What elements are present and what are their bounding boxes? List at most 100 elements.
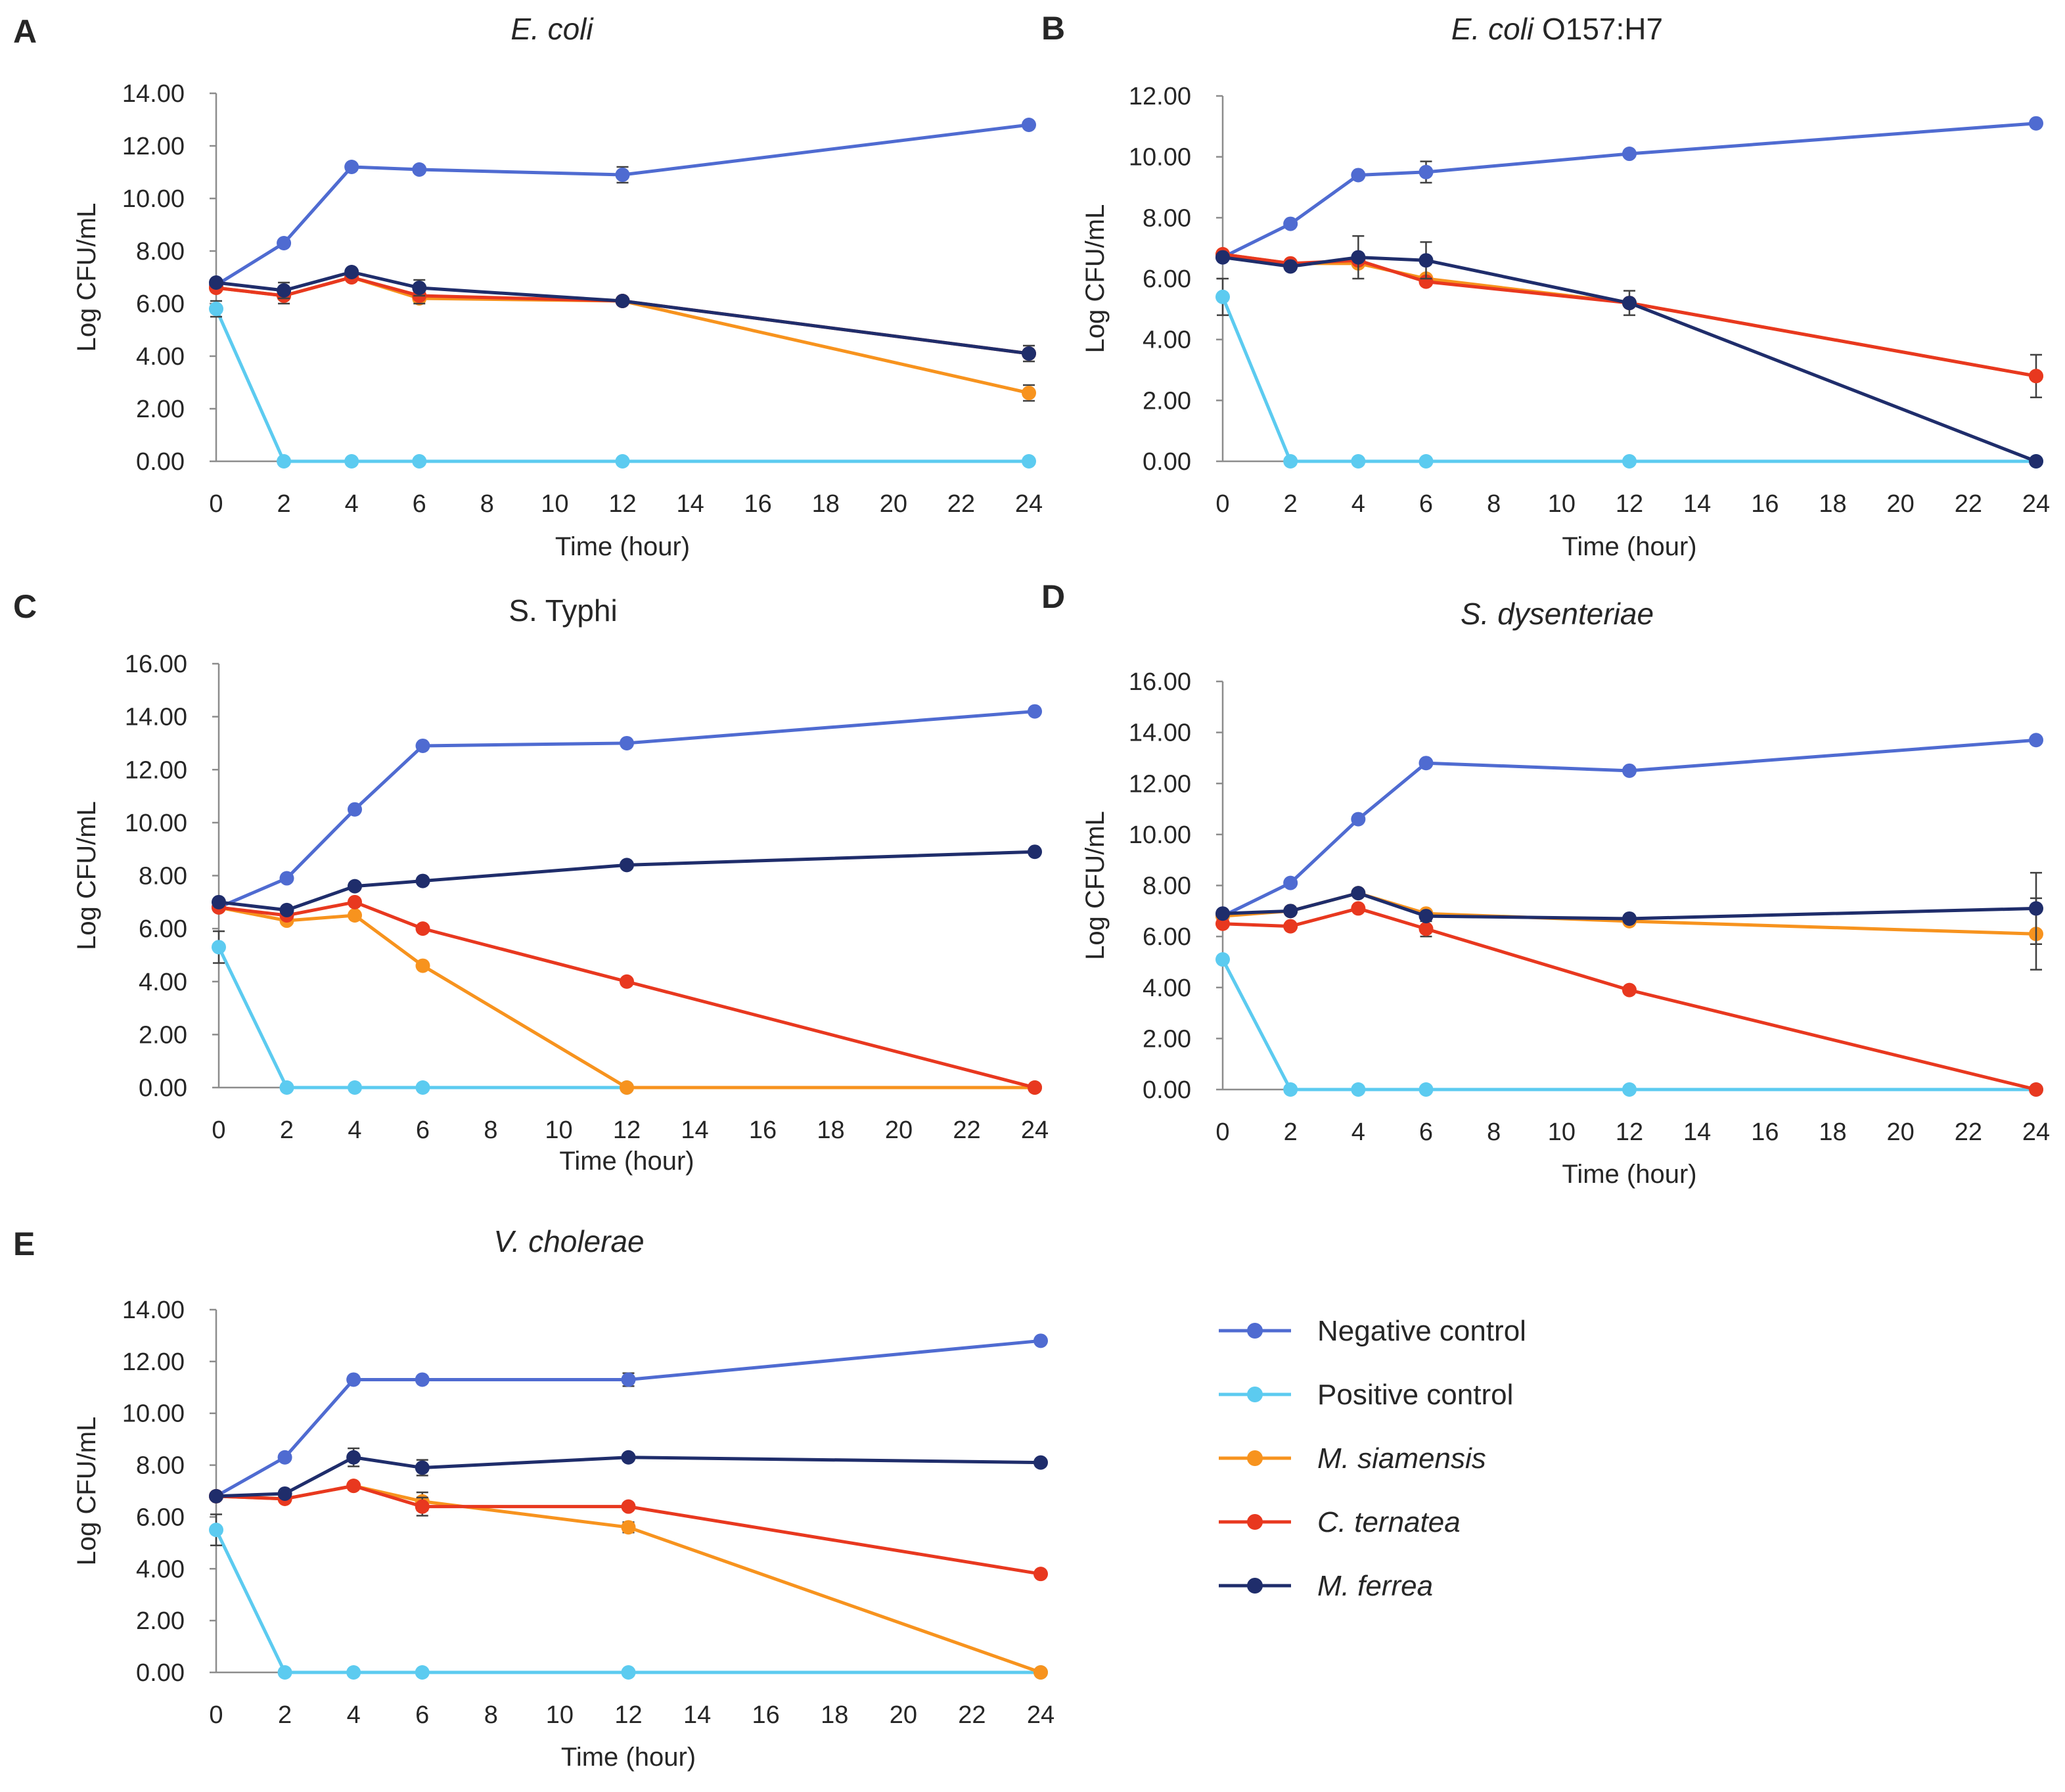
data-point-ferrea — [2029, 901, 2043, 916]
series-line-ternatea — [216, 1484, 1041, 1576]
x-tick-label: 12 — [608, 490, 636, 518]
y-tick-label: 8.00 — [136, 1452, 185, 1480]
data-point-negative — [1022, 118, 1036, 132]
data-point-negative — [346, 1372, 361, 1387]
data-point-negative — [279, 871, 294, 886]
y-tick-label: 4.00 — [139, 969, 187, 996]
x-tick-label: 8 — [1487, 490, 1501, 518]
data-point-ferrea — [1028, 844, 1042, 860]
x-tick-label: 20 — [880, 490, 907, 518]
chart-panel-e: E V. cholerae 0.00 2.00 4.00 6.00 8.00 10.00 12.… — [13, 1224, 1055, 1772]
data-point-positive — [346, 1665, 361, 1680]
series-ternatea — [212, 894, 1042, 1095]
y-tick-label: 6.00 — [139, 915, 187, 943]
data-point-negative — [1351, 812, 1366, 827]
data-point-negative — [1622, 763, 1637, 778]
y-tick-label: 14.00 — [1129, 720, 1191, 747]
series-line-negative — [218, 710, 1035, 909]
x-tick-label: 4 — [1351, 490, 1365, 518]
data-point-positive — [1622, 454, 1637, 469]
data-point-negative — [2029, 116, 2043, 131]
data-point-ferrea — [1215, 906, 1230, 921]
legend-item-ferrea: M. ferrea — [1219, 1570, 1433, 1602]
data-point-ferrea — [1215, 250, 1230, 265]
y-tick-label: 8.00 — [136, 238, 185, 265]
x-tick-label: 8 — [484, 1701, 498, 1729]
x-tick-label: 14 — [1683, 1118, 1711, 1146]
data-point-negative — [277, 236, 292, 250]
data-point-negative — [1283, 216, 1298, 231]
x-tick-label: 24 — [1021, 1116, 1049, 1144]
data-point-siamensis — [1033, 1665, 1048, 1680]
data-point-ternatea — [1351, 901, 1366, 916]
series-line-negative — [1221, 738, 2037, 918]
data-point-negative — [1283, 875, 1298, 890]
data-point-ternatea — [1033, 1567, 1048, 1582]
y-tick-label: 8.00 — [1143, 204, 1191, 232]
y-tick-label: 2.00 — [1143, 387, 1191, 415]
x-tick-label: 14 — [683, 1701, 711, 1729]
y-tick-label: 10.00 — [1129, 144, 1191, 172]
x-tick-label: 16 — [749, 1116, 777, 1144]
x-tick-label: 0 — [1215, 490, 1229, 518]
legend-marker — [1247, 1514, 1263, 1530]
y-tick-label: 12.00 — [1129, 770, 1191, 798]
series-line-ferrea — [1222, 256, 2037, 463]
data-point-ternatea — [1622, 982, 1637, 998]
series-line-ferrea — [218, 850, 1035, 912]
legend-marker — [1247, 1578, 1263, 1594]
data-point-ferrea — [279, 902, 294, 917]
data-point-siamensis — [348, 907, 362, 923]
legend-marker — [1247, 1450, 1263, 1466]
x-tick-label: 2 — [1284, 1118, 1298, 1146]
y-tick-label: 12.00 — [122, 133, 185, 160]
y-axis-label: Log CFU/mL — [72, 203, 101, 352]
y-tick-label: 8.00 — [1143, 873, 1191, 900]
chart-title: S. dysenteriae — [1461, 597, 1654, 631]
data-point-ferrea — [209, 1488, 223, 1504]
series-line-negative — [215, 123, 1030, 287]
panel-letter: A — [13, 13, 37, 50]
y-tick-label: 14.00 — [125, 704, 187, 731]
x-tick-label: 8 — [1487, 1118, 1501, 1146]
x-tick-label: 22 — [1955, 490, 1982, 518]
data-point-siamensis — [620, 1080, 634, 1095]
data-point-negative — [344, 160, 359, 174]
data-point-negative — [348, 802, 362, 817]
data-point-positive — [277, 1665, 292, 1680]
data-point-ferrea — [348, 879, 362, 894]
data-point-ferrea — [621, 1450, 636, 1465]
x-tick-label: 10 — [1548, 1118, 1576, 1146]
data-point-positive — [1283, 454, 1298, 469]
legend-item-siamensis: M. siamensis — [1219, 1442, 1486, 1475]
panel-letter: B — [1041, 10, 1065, 47]
data-point-positive — [209, 1523, 223, 1538]
y-tick-label: 6.00 — [136, 1504, 185, 1531]
x-axis-label: Time (hour) — [1562, 532, 1696, 561]
series-line-ternatea — [1222, 906, 2037, 1091]
y-tick-label: 2.00 — [139, 1021, 187, 1049]
data-point-negative — [615, 168, 630, 182]
x-tick-label: 6 — [415, 1701, 429, 1729]
data-point-negative — [621, 1372, 636, 1387]
x-tick-label: 0 — [212, 1116, 225, 1144]
x-tick-label: 0 — [209, 490, 223, 518]
x-tick-label: 16 — [752, 1701, 780, 1729]
data-point-negative — [620, 735, 634, 750]
series-line-negative — [1221, 122, 2037, 259]
series-line-ferrea — [216, 1456, 1041, 1498]
x-axis-label: Time (hour) — [1562, 1160, 1696, 1189]
x-tick-label: 24 — [2022, 490, 2050, 518]
chart-panel-c: C S. Typhi 0.00 2.00 4.00 6.00 8.00 10.00 12.00 1… — [13, 588, 1049, 1176]
x-tick-label: 2 — [277, 490, 291, 518]
legend: Negative control Positive control M. siame… — [1219, 1315, 1526, 1602]
x-tick-label: 18 — [821, 1701, 848, 1729]
data-point-positive — [1351, 1082, 1366, 1097]
charts-container: A E. coli 0.00 2.00 4.00 6.00 8.00 10.00 12.00 14… — [13, 10, 2050, 1772]
x-tick-label: 12 — [1616, 490, 1643, 518]
chart-title: E. coli — [511, 12, 594, 46]
series-ferrea — [1215, 871, 2043, 946]
data-point-positive — [615, 454, 630, 469]
x-tick-label: 6 — [416, 1116, 430, 1144]
y-tick-label: 0.00 — [136, 448, 185, 476]
